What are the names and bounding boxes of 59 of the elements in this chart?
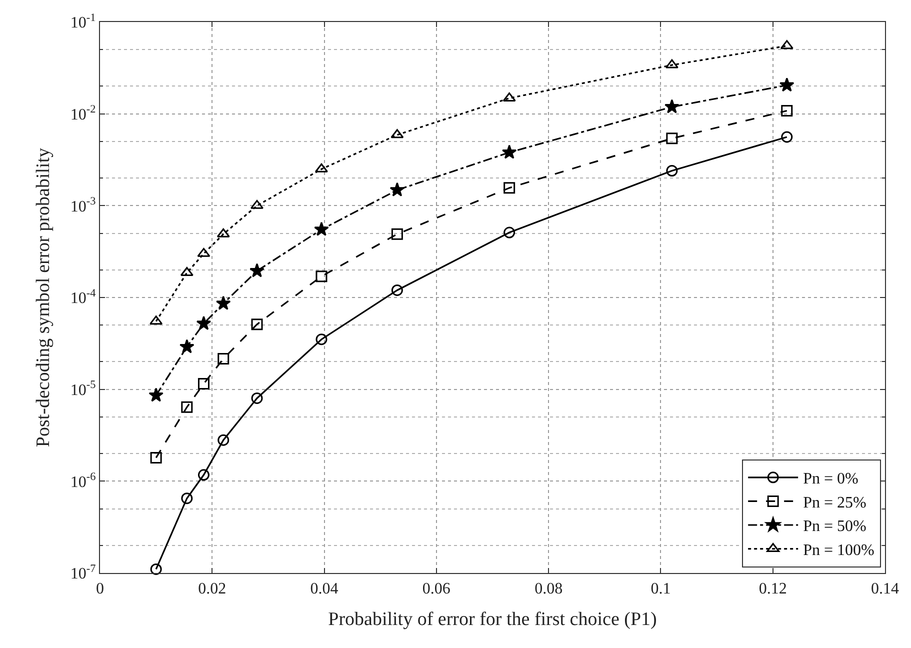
y-tick-label: 10$^{-3}$ xyxy=(70,196,96,216)
point xyxy=(781,131,793,143)
point xyxy=(664,99,680,114)
point xyxy=(197,248,210,257)
x-tick-label: 0.12 xyxy=(758,580,787,598)
point xyxy=(150,563,162,575)
point xyxy=(666,132,678,144)
point xyxy=(218,353,230,365)
y-tick-label: 10$^{-4}$ xyxy=(70,287,96,308)
legend-label: Pn = 100% xyxy=(803,542,874,560)
point xyxy=(779,77,794,92)
point xyxy=(781,105,793,117)
y-tick-label: 10$^{-7}$ xyxy=(70,562,96,583)
point xyxy=(216,296,231,310)
point xyxy=(198,469,210,481)
point xyxy=(314,222,329,236)
y-tick-label: 10$^{-2}$ xyxy=(70,104,96,124)
x-tick-label: 0.06 xyxy=(422,580,450,598)
point xyxy=(316,270,328,282)
point xyxy=(390,182,405,196)
point xyxy=(502,92,516,102)
point xyxy=(181,492,193,504)
point xyxy=(504,182,516,194)
point xyxy=(216,228,230,238)
point xyxy=(198,378,210,390)
point xyxy=(181,401,193,413)
point xyxy=(391,228,403,240)
point xyxy=(316,334,328,346)
point xyxy=(665,59,678,68)
point xyxy=(504,226,516,238)
point xyxy=(150,452,162,464)
point xyxy=(150,316,163,325)
y-axis-title: Post-decoding symbol error probability xyxy=(33,147,54,448)
y-tick-label: 10$^{-5}$ xyxy=(70,379,96,399)
x-tick-label: 0.02 xyxy=(198,580,226,598)
point xyxy=(314,163,328,172)
point xyxy=(250,263,264,278)
legend-label: Pn = 25% xyxy=(803,494,866,512)
x-tick-label: 0.14 xyxy=(871,580,899,598)
point xyxy=(196,316,212,330)
legend-label: Pn = 50% xyxy=(803,518,866,536)
point xyxy=(502,144,517,159)
point xyxy=(390,129,404,138)
x-tick-label: 0.1 xyxy=(650,580,671,598)
y-tick-label: 10$^{-6}$ xyxy=(70,471,96,491)
point xyxy=(251,392,263,404)
point xyxy=(148,388,164,402)
x-tick-label: 0.04 xyxy=(310,580,338,598)
point xyxy=(391,284,403,296)
point xyxy=(666,165,678,176)
point xyxy=(218,434,230,446)
point xyxy=(251,318,263,330)
point xyxy=(780,40,794,50)
x-tick-label: 0 xyxy=(96,580,104,598)
x-axis-title: Probability of error for the first choice (P1) xyxy=(328,609,657,630)
point xyxy=(180,339,194,354)
legend-label: Pn = 0% xyxy=(803,470,858,488)
x-tick-label: 0.08 xyxy=(534,580,563,598)
y-tick-label: 10$^{-1}$ xyxy=(70,12,96,32)
